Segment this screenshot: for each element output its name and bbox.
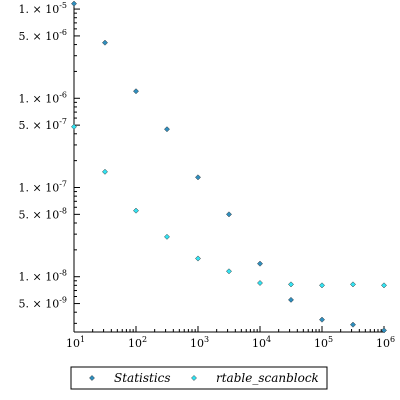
- legend: Statistics rtable_scanblock: [70, 366, 328, 390]
- series-0: [71, 0, 387, 334]
- series-1: [71, 123, 387, 289]
- x-tick-label: 102: [128, 335, 147, 350]
- x-tick-label: 106: [376, 335, 395, 350]
- legend-label: Statistics: [114, 371, 171, 385]
- data-point: [381, 282, 387, 289]
- data-points: [71, 0, 387, 334]
- data-point: [195, 255, 201, 262]
- data-point: [288, 281, 294, 288]
- x-tick-label: 104: [252, 335, 271, 350]
- data-point: [350, 321, 356, 328]
- legend-label: rtable_scanblock: [216, 371, 319, 385]
- y-tick-label: 1. × 10-6: [19, 90, 68, 105]
- data-point: [71, 123, 77, 130]
- legend-marker: [191, 375, 197, 381]
- data-point: [319, 282, 325, 289]
- data-point: [133, 207, 139, 214]
- x-tick-label: 101: [66, 335, 85, 350]
- x-tick-label: 105: [314, 335, 333, 350]
- data-point: [288, 296, 294, 303]
- data-point: [71, 0, 77, 7]
- data-point: [381, 327, 387, 334]
- x-tick-label: 103: [190, 335, 209, 350]
- data-point: [102, 39, 108, 46]
- axes: [73, 2, 384, 333]
- data-point: [164, 126, 170, 133]
- data-point: [319, 316, 325, 323]
- data-point: [350, 281, 356, 288]
- y-tick-label: 1. × 10-5: [19, 1, 68, 16]
- data-point: [257, 260, 263, 267]
- y-tick-label: 1. × 10-7: [19, 179, 68, 194]
- y-tick-label: 5. × 10-7: [19, 117, 68, 132]
- y-tick-label: 1. × 10-8: [19, 269, 68, 284]
- y-tick-label: 5. × 10-8: [19, 206, 68, 221]
- y-ticks: 1. × 10-5 5. × 10-6 1. × 10-6 5. × 10-7 1. ×…: [19, 1, 80, 324]
- legend-marker: [89, 375, 95, 381]
- y-tick-label: 5. × 10-9: [19, 296, 68, 311]
- x-ticks: 101 102 103 104 105 106: [66, 326, 395, 350]
- data-point: [226, 268, 232, 275]
- y-tick-label: 5. × 10-6: [19, 28, 68, 43]
- data-point: [133, 88, 139, 95]
- data-point: [102, 168, 108, 175]
- data-point: [164, 233, 170, 240]
- data-point: [257, 280, 263, 286]
- legend-box: [70, 366, 328, 390]
- data-point: [226, 211, 232, 218]
- data-point: [195, 174, 201, 181]
